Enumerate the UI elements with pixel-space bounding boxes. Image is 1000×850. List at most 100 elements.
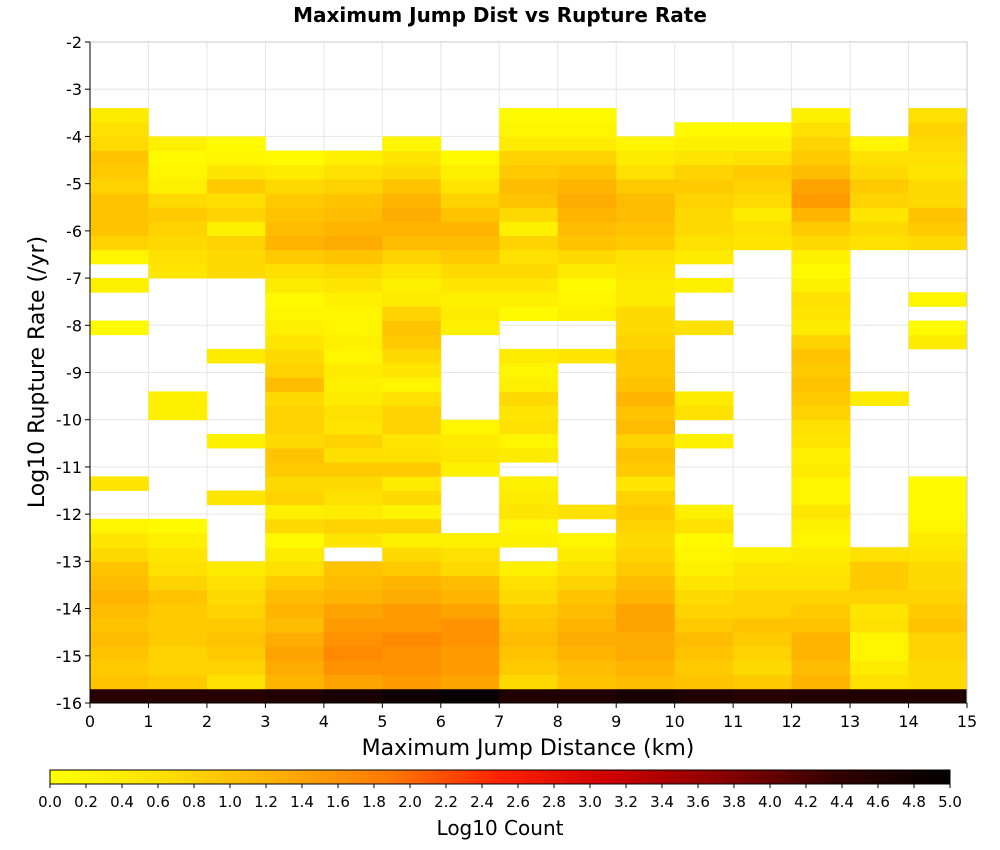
x-tick-label: 14 (898, 712, 918, 731)
heatmap-cell (791, 561, 851, 576)
heatmap-cell (265, 249, 325, 265)
heatmap-cell (323, 348, 383, 364)
heatmap-cell (323, 235, 383, 251)
heatmap-cell (499, 433, 559, 449)
heatmap-cell (206, 618, 266, 633)
heatmap-cell (791, 334, 851, 350)
heatmap-cell (557, 292, 617, 307)
heatmap-cell (616, 561, 676, 576)
heatmap-cell (323, 433, 383, 449)
heatmap-cell (850, 618, 909, 633)
heatmap-cell (323, 646, 383, 661)
x-tick-label: 9 (611, 712, 621, 731)
heatmap-cell (850, 646, 909, 661)
heatmap-cell (323, 618, 383, 633)
heatmap-cell (323, 490, 383, 506)
heatmap-cell (206, 348, 266, 364)
heatmap-cell (557, 660, 617, 676)
colorbar-tick-label: 2.4 (470, 793, 494, 811)
colorbar (49, 769, 951, 785)
heatmap-cell (791, 193, 851, 208)
heatmap-cell (148, 688, 208, 704)
heatmap-cell (499, 618, 559, 633)
colorbar-tick-label: 4.6 (866, 793, 890, 811)
heatmap-cell (850, 235, 909, 251)
heatmap-cell (499, 263, 559, 279)
heatmap-cell (733, 589, 792, 605)
heatmap-cell (674, 164, 734, 180)
heatmap-cell (148, 674, 208, 690)
heatmap-cell (616, 391, 676, 406)
heatmap-cell (440, 589, 500, 605)
heatmap-cell (90, 589, 149, 605)
heatmap-cell (791, 306, 851, 321)
heatmap-cell (265, 278, 325, 293)
heatmap-cell (265, 391, 325, 406)
heatmap-cell (90, 575, 149, 591)
x-tick-label: 3 (260, 712, 270, 731)
heatmap-cell (382, 405, 442, 421)
heatmap-cell (674, 278, 734, 293)
colorbar-tick-label: 2.2 (434, 793, 458, 811)
heatmap-cell (616, 320, 676, 336)
heatmap-cell (791, 391, 851, 406)
heatmap-cell (791, 235, 851, 251)
heatmap-cell (674, 405, 734, 421)
x-axis-ticks: 0 1 2 3 4 5 6 7 8 9 10 11 12 13 14 15 (85, 703, 977, 731)
heatmap-cell (265, 618, 325, 633)
heatmap-cell (323, 419, 383, 435)
heatmap-cell (908, 688, 968, 704)
heatmap-cell (265, 462, 325, 477)
heatmap-cell (850, 164, 909, 180)
heatmap-cell (557, 674, 617, 690)
heatmap-cell (265, 306, 325, 321)
heatmap-cell (616, 462, 676, 477)
heatmap-cell (499, 221, 559, 236)
heatmap-cell (850, 632, 909, 647)
x-tick-label: 2 (202, 712, 212, 731)
colorbar-tick-label: 1.2 (254, 793, 278, 811)
heatmap-cell (90, 278, 149, 293)
heatmap-cell (616, 249, 676, 265)
heatmap-cell (440, 235, 500, 251)
colorbar-tick-label: 0.2 (74, 793, 98, 811)
x-tick-label: 11 (723, 712, 743, 731)
heatmap-cell (557, 348, 617, 364)
heatmap-cell (674, 575, 734, 591)
heatmap-cell (616, 363, 676, 378)
heatmap-cell (733, 150, 792, 166)
heatmap-cell (674, 207, 734, 222)
heatmap-cell (616, 660, 676, 676)
heatmap-cell (616, 490, 676, 506)
heatmap-cell (791, 632, 851, 647)
heatmap-cell (499, 688, 559, 704)
heatmap-cell (557, 122, 617, 137)
y-tick-label: -9 (66, 364, 82, 383)
heatmap-cell (616, 632, 676, 647)
heatmap-cell (791, 363, 851, 378)
heatmap-cell (206, 688, 266, 704)
heatmap-cell (499, 278, 559, 293)
heatmap-cell (791, 377, 851, 392)
chart-title: Maximum Jump Dist vs Rupture Rate (293, 3, 707, 27)
heatmap-cell (908, 136, 968, 151)
heatmap-cell (733, 178, 792, 194)
heatmap-cell (616, 575, 676, 591)
heatmap-cell (323, 263, 383, 279)
heatmap-cell (616, 448, 676, 463)
heatmap-cell (440, 674, 500, 690)
heatmap-cell (90, 618, 149, 633)
heatmap-cell (206, 632, 266, 647)
colorbar-tick-label: 4.4 (830, 793, 854, 811)
heatmap-cell (148, 575, 208, 591)
heatmap-cell (382, 462, 442, 477)
heatmap-cell (265, 490, 325, 506)
heatmap-cell (148, 589, 208, 605)
colorbar-tick-label: 1.4 (290, 793, 314, 811)
heatmap-cell (265, 448, 325, 463)
y-tick-label: -4 (66, 127, 82, 146)
heatmap-cell (674, 561, 734, 576)
heatmap-cell (323, 306, 383, 321)
heatmap-cell (557, 575, 617, 591)
heatmap-cell (499, 306, 559, 321)
